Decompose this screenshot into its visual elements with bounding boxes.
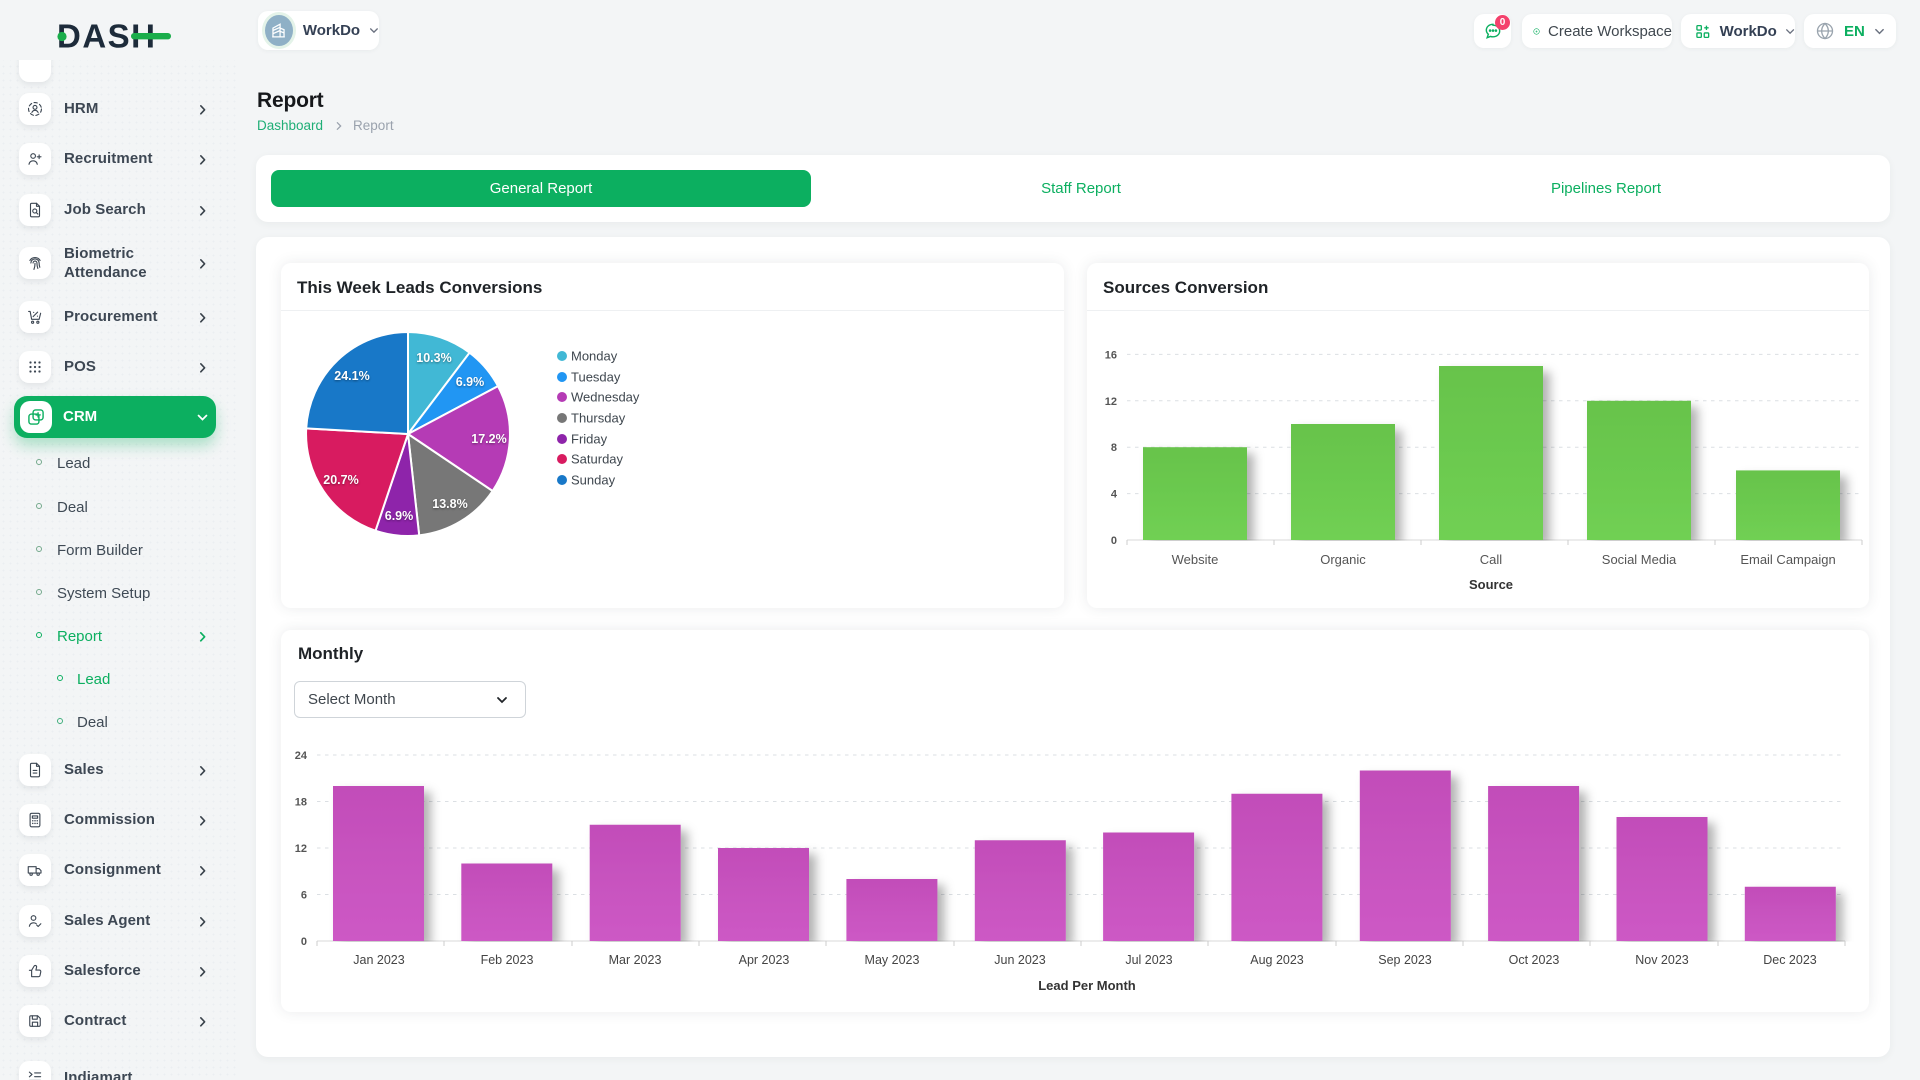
svg-text:Call: Call [1480, 552, 1503, 567]
svg-text:6.9%: 6.9% [456, 375, 485, 389]
svg-text:Saturday: Saturday [571, 452, 624, 467]
svg-text:Oct 2023: Oct 2023 [1509, 953, 1560, 967]
svg-text:Wednesday: Wednesday [571, 390, 640, 405]
svg-text:Lead Per Month: Lead Per Month [1038, 978, 1136, 993]
svg-text:Jul 2023: Jul 2023 [1125, 953, 1172, 967]
svg-text:12: 12 [1105, 396, 1117, 408]
svg-text:May 2023: May 2023 [865, 953, 920, 967]
svg-text:Website: Website [1172, 552, 1219, 567]
svg-text:Sunday: Sunday [571, 473, 616, 488]
svg-text:8: 8 [1111, 442, 1117, 454]
svg-text:Organic: Organic [1320, 552, 1366, 567]
svg-text:24: 24 [295, 750, 308, 762]
svg-text:6.9%: 6.9% [385, 509, 414, 523]
svg-text:Nov 2023: Nov 2023 [1635, 953, 1689, 967]
svg-text:17.2%: 17.2% [471, 432, 506, 446]
svg-text:20.7%: 20.7% [323, 473, 358, 487]
svg-text:13.8%: 13.8% [432, 497, 467, 511]
svg-text:6: 6 [301, 890, 307, 902]
svg-text:18: 18 [295, 797, 307, 809]
svg-text:Feb 2023: Feb 2023 [481, 953, 534, 967]
svg-text:Apr 2023: Apr 2023 [739, 953, 790, 967]
svg-text:12: 12 [295, 843, 307, 855]
svg-text:10.3%: 10.3% [416, 351, 451, 365]
svg-text:Tuesday: Tuesday [571, 370, 621, 385]
svg-text:Aug 2023: Aug 2023 [1250, 953, 1304, 967]
svg-text:Monday: Monday [571, 349, 618, 364]
svg-text:Social Media: Social Media [1602, 552, 1677, 567]
svg-text:Thursday: Thursday [571, 411, 626, 426]
svg-text:Source: Source [1469, 577, 1513, 592]
svg-text:0: 0 [301, 936, 307, 948]
svg-text:Sep 2023: Sep 2023 [1378, 953, 1432, 967]
svg-text:Jan 2023: Jan 2023 [353, 953, 404, 967]
svg-text:Friday: Friday [571, 432, 608, 447]
svg-text:16: 16 [1105, 349, 1117, 361]
svg-text:0: 0 [1111, 535, 1117, 547]
svg-text:Jun 2023: Jun 2023 [994, 953, 1045, 967]
svg-text:Mar 2023: Mar 2023 [609, 953, 662, 967]
svg-text:Dec 2023: Dec 2023 [1763, 953, 1817, 967]
svg-text:4: 4 [1111, 489, 1118, 501]
svg-text:Email Campaign: Email Campaign [1740, 552, 1835, 567]
svg-text:24.1%: 24.1% [334, 369, 369, 383]
